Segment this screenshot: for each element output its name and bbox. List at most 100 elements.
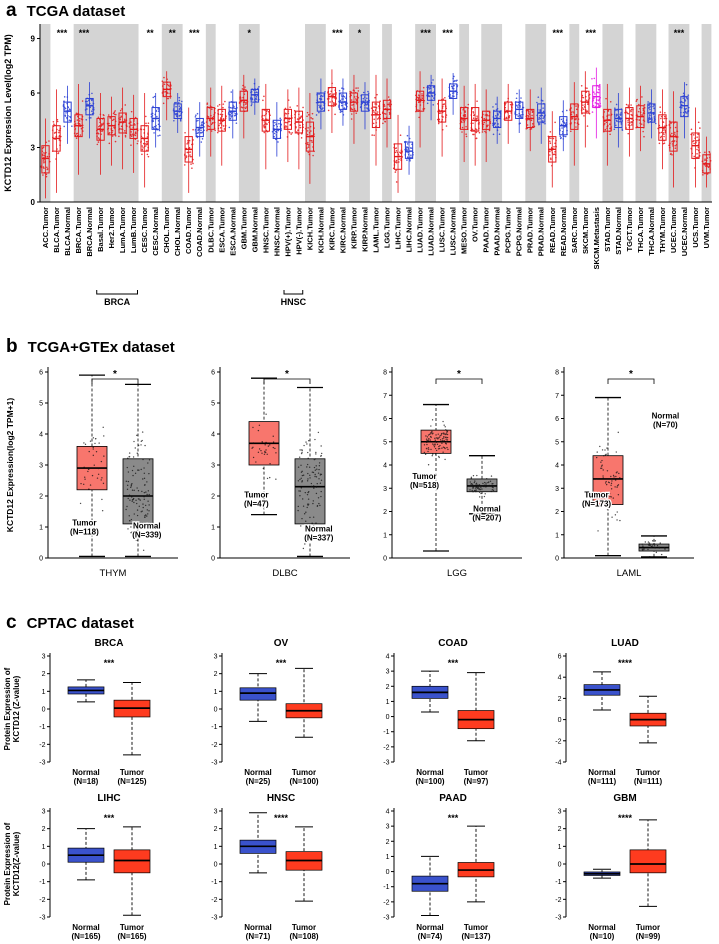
normal-box-group bbox=[67, 828, 105, 881]
column-SARC.Tumor bbox=[569, 82, 580, 166]
column-DLBC.Tumor bbox=[205, 87, 216, 157]
normal-box bbox=[85, 97, 94, 116]
normal-label: Normal bbox=[72, 923, 100, 932]
x-label-KIRC.Tumor: KIRC.Tumor bbox=[327, 207, 336, 250]
x-label-THYM.Tumor: THYM.Tumor bbox=[658, 207, 667, 253]
svg-text:3: 3 bbox=[214, 654, 218, 661]
tumor-box-group bbox=[113, 826, 151, 916]
panel-c-y-label-line2: KCTD12(Z-value) bbox=[12, 831, 21, 896]
svg-text:7: 7 bbox=[383, 393, 387, 400]
panel-b-header: b TCGA+GTEx dataset bbox=[6, 336, 175, 358]
column-LumA.Tumor bbox=[117, 87, 128, 170]
tumor-box-group bbox=[285, 667, 323, 738]
axes bbox=[37, 24, 712, 203]
x-label-LIHC.Tumor: LIHC.Tumor bbox=[394, 207, 403, 249]
tumor-box-group bbox=[457, 825, 495, 903]
column-BLCA.Normal bbox=[62, 85, 73, 144]
significance-stars: *** bbox=[189, 28, 200, 38]
subplot-LAML: 0 1 2 3 4 5 6 7 8 * Tumor(N=173) Normal(N=70) LAML bbox=[555, 367, 694, 579]
column-LUAD.Tumor bbox=[415, 71, 426, 148]
svg-text:-4: -4 bbox=[555, 760, 561, 767]
tumor-n-label: (N=111) bbox=[634, 777, 663, 786]
svg-text:1: 1 bbox=[214, 844, 218, 851]
column-GBM.Normal bbox=[249, 78, 260, 115]
significance-stars: *** bbox=[674, 28, 685, 38]
column-READ.Normal bbox=[558, 100, 568, 152]
subplot-x-label: LAML bbox=[617, 568, 642, 579]
column-TGCT.Tumor bbox=[624, 87, 635, 157]
panel-c-y-label-line1: Protein Expression of bbox=[3, 667, 12, 750]
tumor-box bbox=[592, 455, 624, 505]
x-label-HNSC.Normal: HNSC.Normal bbox=[272, 207, 281, 256]
significance-stars: *** bbox=[79, 28, 90, 38]
group-brace bbox=[283, 290, 304, 295]
column-OV.Tumor bbox=[470, 83, 481, 166]
x-label-LUSC.Normal: LUSC.Normal bbox=[449, 207, 458, 255]
svg-text:3: 3 bbox=[386, 824, 390, 831]
x-label-GBM.Normal: GBM.Normal bbox=[250, 207, 259, 252]
tumor-label: Tumor bbox=[464, 923, 488, 932]
tumor-box-group bbox=[248, 377, 280, 516]
tumor-label: Tumor bbox=[636, 923, 660, 932]
normal-box-group bbox=[239, 812, 277, 874]
subplot-x-label: LGG bbox=[447, 568, 467, 579]
tumor-box bbox=[239, 90, 248, 112]
svg-text:4: 4 bbox=[386, 654, 390, 661]
jitter-points bbox=[297, 431, 323, 550]
group-brace bbox=[96, 290, 138, 295]
x-label-LUSC.Tumor: LUSC.Tumor bbox=[438, 207, 447, 252]
column-KIRP.Tumor bbox=[349, 74, 360, 144]
tumor-label: Tumor bbox=[636, 768, 660, 777]
tumor-n-label: (N=165) bbox=[117, 932, 146, 941]
svg-text:0: 0 bbox=[211, 556, 215, 563]
column-KIRC.Tumor bbox=[326, 69, 338, 133]
x-label-UCEC.Tumor: UCEC.Tumor bbox=[669, 207, 678, 253]
panel-a-y-axis-label: KCTD12 Expression Level(log2 TPM) bbox=[3, 34, 13, 192]
tumor-label: Tumor bbox=[120, 768, 144, 777]
panel-b-title: TCGA+GTEx dataset bbox=[27, 339, 175, 356]
x-label-PCPG.Tumor: PCPG.Tumor bbox=[504, 207, 513, 253]
group-brace-label-HNSC: HNSC bbox=[281, 297, 307, 307]
column-UVM.Tumor bbox=[701, 136, 712, 188]
svg-text:2: 2 bbox=[386, 684, 390, 691]
panel-c-title: CPTAC dataset bbox=[26, 615, 134, 632]
column-LumB.Tumor bbox=[128, 94, 139, 173]
x-label-Her2.Tumor: Her2.Tumor bbox=[107, 207, 116, 249]
column-PAAD.Tumor bbox=[481, 89, 492, 163]
svg-text:-3: -3 bbox=[383, 760, 389, 767]
column-UCEC.Tumor bbox=[668, 91, 679, 188]
tumor-label: Tumor bbox=[120, 923, 144, 932]
svg-text:-1: -1 bbox=[383, 884, 389, 891]
svg-text:-1: -1 bbox=[39, 724, 45, 731]
significance-stars: * bbox=[358, 28, 362, 38]
jitter-points bbox=[469, 474, 495, 498]
svg-text:0: 0 bbox=[42, 862, 46, 869]
x-label-PCPG.Normal: PCPG.Normal bbox=[515, 207, 524, 256]
svg-text:1: 1 bbox=[39, 525, 43, 532]
significance-bracket bbox=[91, 378, 139, 384]
panel-c-y-label-line1: Protein Expression of bbox=[3, 822, 12, 905]
svg-text:-1: -1 bbox=[383, 729, 389, 736]
svg-text:1: 1 bbox=[214, 689, 218, 696]
tumor-box bbox=[113, 849, 151, 874]
x-label-SKCM.Metastasis: SKCM.Metastasis bbox=[592, 207, 601, 270]
column-UCS.Tumor bbox=[690, 107, 701, 188]
column-ESCA.Normal bbox=[227, 89, 238, 139]
tumor-n-label: (N=173) bbox=[582, 500, 611, 509]
column-MESO.Tumor bbox=[459, 85, 470, 163]
svg-text:2: 2 bbox=[42, 826, 46, 833]
svg-text:5: 5 bbox=[555, 439, 559, 446]
column-UCEC.Normal bbox=[679, 82, 690, 139]
svg-text:-3: -3 bbox=[211, 760, 217, 767]
x-label-GBM.Tumor: GBM.Tumor bbox=[239, 207, 248, 249]
tumor-box bbox=[129, 117, 138, 139]
svg-text:4: 4 bbox=[383, 463, 387, 470]
x-label-CESC.Tumor: CESC.Tumor bbox=[140, 207, 149, 253]
svg-text:7: 7 bbox=[555, 393, 559, 400]
svg-text:6: 6 bbox=[31, 89, 36, 98]
svg-text:-1: -1 bbox=[211, 724, 217, 731]
significance-stars: *** bbox=[448, 658, 459, 668]
x-label-LAML.Tumor: LAML.Tumor bbox=[372, 207, 381, 253]
significance-stars: *** bbox=[553, 28, 564, 38]
svg-text:3: 3 bbox=[214, 809, 218, 816]
